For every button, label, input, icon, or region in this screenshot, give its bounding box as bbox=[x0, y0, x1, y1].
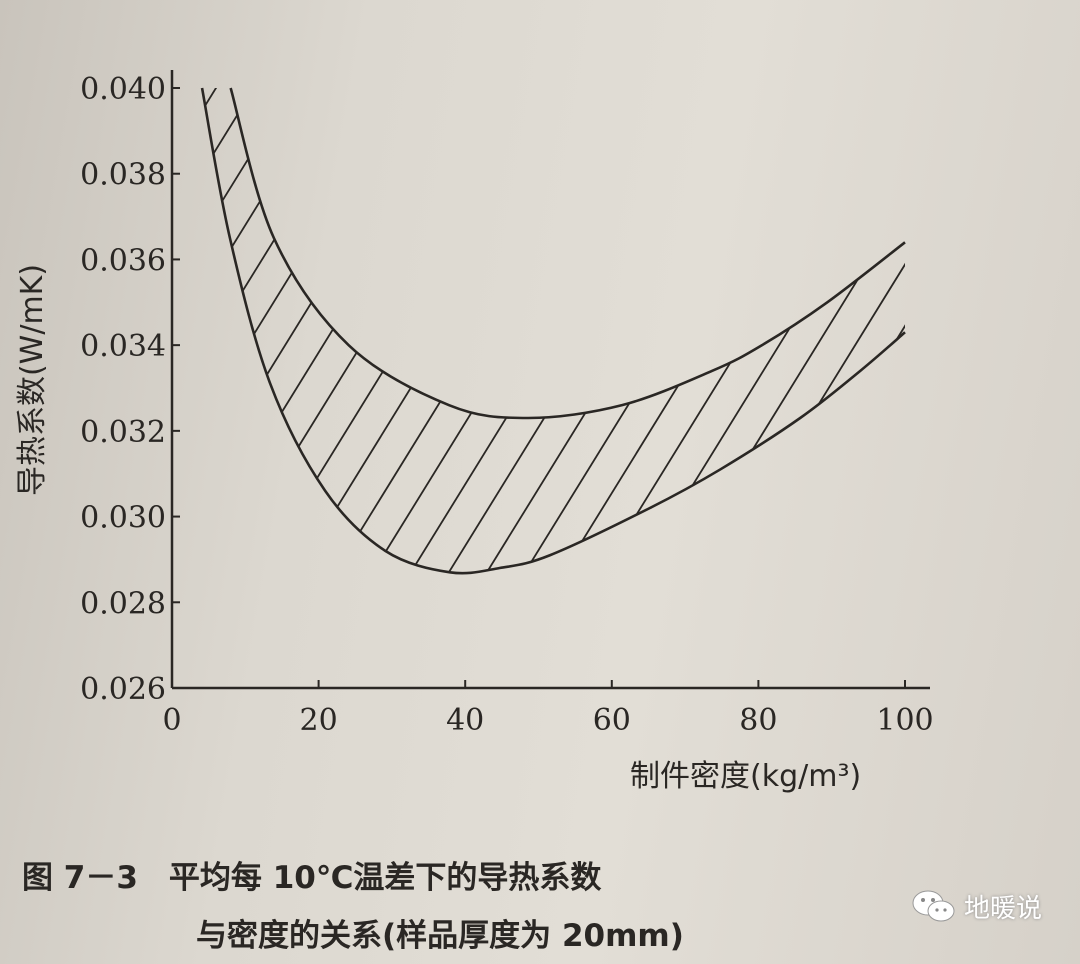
y-tick-label: 0.036 bbox=[80, 243, 166, 278]
hatch-line bbox=[445, 88, 867, 574]
hatch-line bbox=[369, 88, 791, 574]
hatch-line bbox=[255, 88, 677, 574]
hatch-line bbox=[202, 88, 601, 574]
hatch-line bbox=[559, 88, 906, 574]
figure-caption-line1: 图 7－3 平均每 10℃温差下的导热系数 bbox=[22, 860, 602, 896]
hatch-line bbox=[863, 88, 906, 574]
hatch-line bbox=[1016, 20, 1080, 700]
hatch-line bbox=[293, 88, 715, 574]
hatch-line bbox=[940, 20, 1080, 700]
y-axis-label: 导热系数(W/mK) bbox=[15, 264, 50, 496]
hatch-line bbox=[217, 88, 639, 574]
watermark: 地暖说 bbox=[912, 888, 1042, 925]
y-tick-label: 0.038 bbox=[80, 158, 166, 193]
hatch-line bbox=[597, 88, 906, 574]
hatch-line bbox=[749, 88, 906, 574]
hatch-line bbox=[711, 88, 906, 574]
x-tick-label: 0 bbox=[162, 703, 181, 738]
hatch-line bbox=[521, 88, 906, 574]
y-tick-label: 0.040 bbox=[80, 72, 166, 107]
x-tick-label: 80 bbox=[739, 703, 777, 738]
hatch-line bbox=[202, 88, 525, 574]
x-tick-label: 20 bbox=[300, 703, 338, 738]
watermark-text: 地暖说 bbox=[964, 894, 1043, 924]
figure-caption-line2: 与密度的关系(样品厚度为 20mm) bbox=[196, 918, 684, 954]
hatch-line bbox=[407, 88, 829, 574]
x-axis-label: 制件密度(kg/m³) bbox=[630, 759, 861, 794]
hatch-line bbox=[331, 88, 753, 574]
x-tick-label: 60 bbox=[593, 703, 631, 738]
hatch-line bbox=[978, 20, 1080, 700]
wechat-icon bbox=[912, 890, 955, 921]
y-tick-label: 0.026 bbox=[80, 672, 166, 707]
hatch-line bbox=[825, 88, 906, 574]
y-tick-label: 0.032 bbox=[80, 415, 166, 450]
hatch-line bbox=[202, 88, 297, 574]
upper-curve bbox=[229, 87, 906, 420]
hatch-line bbox=[202, 88, 563, 574]
x-tick-label: 40 bbox=[446, 703, 484, 738]
hatch-line bbox=[1054, 20, 1080, 700]
y-tick-label: 0.028 bbox=[80, 586, 166, 621]
hatch-line bbox=[787, 88, 906, 574]
hatch-line bbox=[202, 88, 373, 574]
hatch-line bbox=[901, 88, 906, 574]
x-tick-label: 100 bbox=[876, 703, 933, 738]
hatch-line bbox=[202, 88, 411, 574]
lower-curve bbox=[200, 87, 906, 575]
y-tick-label: 0.030 bbox=[80, 501, 166, 536]
hatch-line bbox=[202, 88, 335, 574]
y-tick-label: 0.034 bbox=[80, 329, 166, 364]
hatch-line bbox=[483, 88, 905, 574]
hatch-line bbox=[635, 88, 906, 574]
